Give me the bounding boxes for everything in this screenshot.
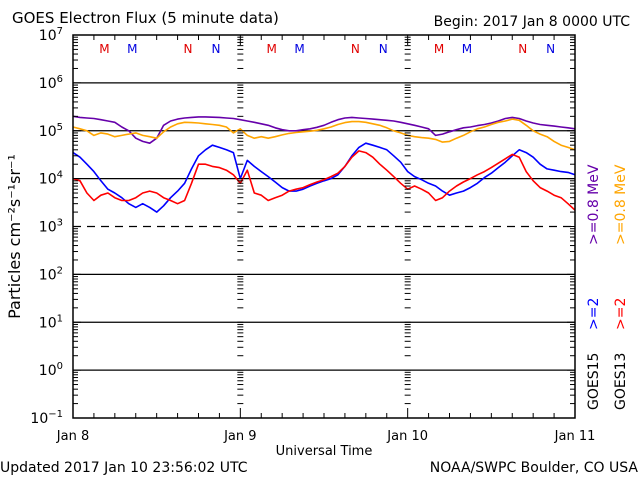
- y-tick-exponent: 0: [57, 361, 63, 372]
- legend-entry: >=0.8 MeV: [613, 164, 629, 245]
- y-tick-base: 10: [30, 411, 48, 427]
- legend-entry: GOES15: [586, 353, 602, 410]
- y-tick-exponent: 7: [57, 26, 63, 37]
- marker-n: N: [184, 42, 193, 56]
- y-axis-label: Particles cm⁻²s⁻¹sr⁻¹: [5, 154, 24, 319]
- y-tick-exponent: 6: [57, 74, 63, 85]
- y-tick-label: 10−1: [30, 409, 63, 427]
- y-tick-exponent: 4: [57, 170, 63, 181]
- marker-m: M: [462, 42, 472, 56]
- x-tick-label: Jan 11: [554, 429, 596, 444]
- begin-time: Begin: 2017 Jan 8 0000 UTC: [433, 14, 630, 30]
- y-tick-label: 107: [39, 26, 63, 44]
- series-line-2: [72, 142, 576, 213]
- y-tick-label: 104: [39, 170, 63, 188]
- legend-entry: >=2: [586, 298, 602, 330]
- y-tick-exponent: 3: [57, 218, 63, 229]
- series-line-1: [72, 118, 576, 151]
- x-axis-label: Universal Time: [276, 444, 373, 459]
- y-tick-exponent: 1: [57, 313, 63, 324]
- y-tick-base: 10: [39, 28, 57, 44]
- y-tick-base: 10: [39, 315, 57, 331]
- legend-entry: >=0.8 MeV: [586, 164, 602, 245]
- y-tick-base: 10: [39, 267, 57, 283]
- series-line-0: [72, 115, 576, 144]
- y-tick-base: 10: [39, 76, 57, 92]
- grid-lines: [73, 82, 575, 371]
- updated-time: Updated 2017 Jan 10 23:56:02 UTC: [0, 460, 248, 476]
- chart-title: GOES Electron Flux (5 minute data): [12, 9, 279, 27]
- y-tick-label: 103: [39, 218, 63, 236]
- y-tick-label: 101: [39, 313, 63, 331]
- marker-n: N: [518, 42, 527, 56]
- x-tick-label: Jan 10: [386, 429, 428, 444]
- y-tick-exponent: −1: [48, 409, 63, 420]
- credit-text: NOAA/SWPC Boulder, CO USA: [429, 460, 638, 476]
- y-tick-label: 105: [39, 122, 63, 140]
- x-tick-label: Jan 9: [223, 429, 256, 444]
- marker-m: M: [99, 42, 109, 56]
- marker-n: N: [211, 42, 220, 56]
- y-tick-base: 10: [39, 220, 57, 236]
- data-series: [72, 115, 576, 213]
- y-tick-base: 10: [39, 363, 57, 379]
- y-tick-label: 102: [39, 265, 63, 283]
- y-tick-exponent: 2: [57, 265, 63, 276]
- axis-ticks: [72, 35, 576, 419]
- y-tick-label: 100: [39, 361, 63, 379]
- marker-n: N: [546, 42, 555, 56]
- y-tick-base: 10: [39, 172, 57, 188]
- legend: >=0.8 MeV >=2 GOES15 >=0.8 MeV >=2 GOES13: [586, 164, 629, 410]
- marker-n: N: [351, 42, 360, 56]
- legend-entry: GOES13: [613, 353, 629, 410]
- marker-m: M: [294, 42, 304, 56]
- y-tick-label: 106: [39, 74, 63, 92]
- marker-n: N: [379, 42, 388, 56]
- legend-entry: >=2: [613, 298, 629, 330]
- x-tick-label: Jan 8: [56, 429, 89, 444]
- marker-m: M: [127, 42, 137, 56]
- y-tick-exponent: 5: [57, 122, 63, 133]
- marker-m: M: [434, 42, 444, 56]
- y-tick-base: 10: [39, 124, 57, 140]
- marker-m: M: [267, 42, 277, 56]
- series-line-3: [72, 150, 576, 211]
